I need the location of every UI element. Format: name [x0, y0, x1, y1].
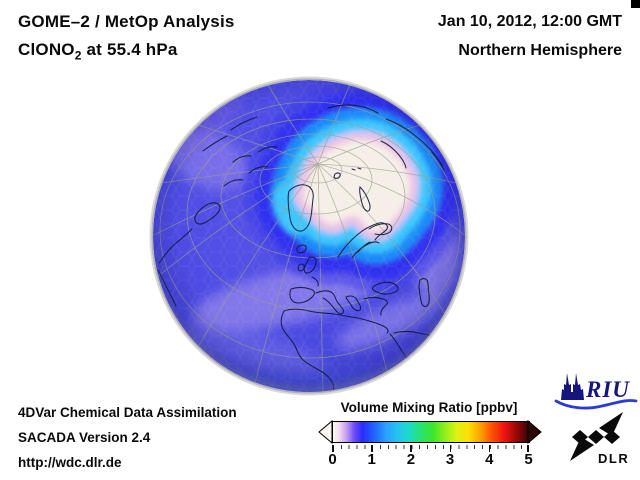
colorbar-tick: [449, 445, 452, 452]
colorbar: Volume Mixing Ratio [ppbv] 0 1 2 3 4 5: [316, 400, 546, 475]
colorbar-label-2: 2: [406, 451, 416, 468]
pressure-level: at 55.4 hPa: [81, 40, 178, 59]
title-species-level: ClONO2 at 55.4 hPa: [18, 40, 178, 62]
colorbar-tick: [527, 445, 529, 452]
colorbar-tick: [488, 445, 491, 452]
dlr-logo-text: DLR: [598, 451, 629, 466]
riu-cathedral-icon: [561, 373, 584, 400]
riu-logo: RIU: [554, 373, 638, 410]
globe-outer-rim: [149, 76, 469, 396]
title-product: GOME–2 / MetOp Analysis: [18, 12, 235, 31]
colorbar-label-1: 1: [367, 451, 376, 468]
colorbar-label-3: 3: [445, 451, 455, 468]
dlr-logo: DLR: [570, 412, 629, 466]
colorbar-minor-ticks: [333, 445, 529, 449]
species-subscript: 2: [74, 48, 82, 63]
datetime-label: Jan 10, 2012, 12:00 GMT: [437, 13, 622, 30]
dlr-emblem-icon: [570, 412, 623, 461]
riu-logo-text: RIU: [585, 377, 630, 402]
colorbar-arrow-left: [318, 419, 333, 445]
colorbar-label-0: 0: [328, 451, 337, 468]
url-label: http://wdc.dlr.de: [18, 455, 122, 470]
colorbar-arrows: [318, 419, 542, 445]
colorbar-label-4: 4: [485, 451, 494, 468]
colorbar-title: Volume Mixing Ratio [ppbv]: [340, 400, 518, 415]
limb-shading: [153, 80, 465, 392]
corner-mark: [631, 0, 640, 8]
version-label: SACADA Version 2.4: [18, 430, 151, 445]
riu-wave-icon: [554, 399, 638, 410]
colorbar-label-5: 5: [524, 451, 533, 468]
colorbar-tick: [410, 445, 412, 452]
method-label: 4DVar Chemical Data Assimilation: [18, 405, 237, 420]
colorbar-arrow-right: [527, 419, 542, 445]
hemisphere-label: Northern Hemisphere: [458, 42, 622, 59]
globe-rim: [151, 78, 467, 394]
species-name: ClONO: [18, 40, 75, 59]
colorbar-tick: [332, 445, 334, 452]
colorbar-tick: [371, 445, 373, 452]
